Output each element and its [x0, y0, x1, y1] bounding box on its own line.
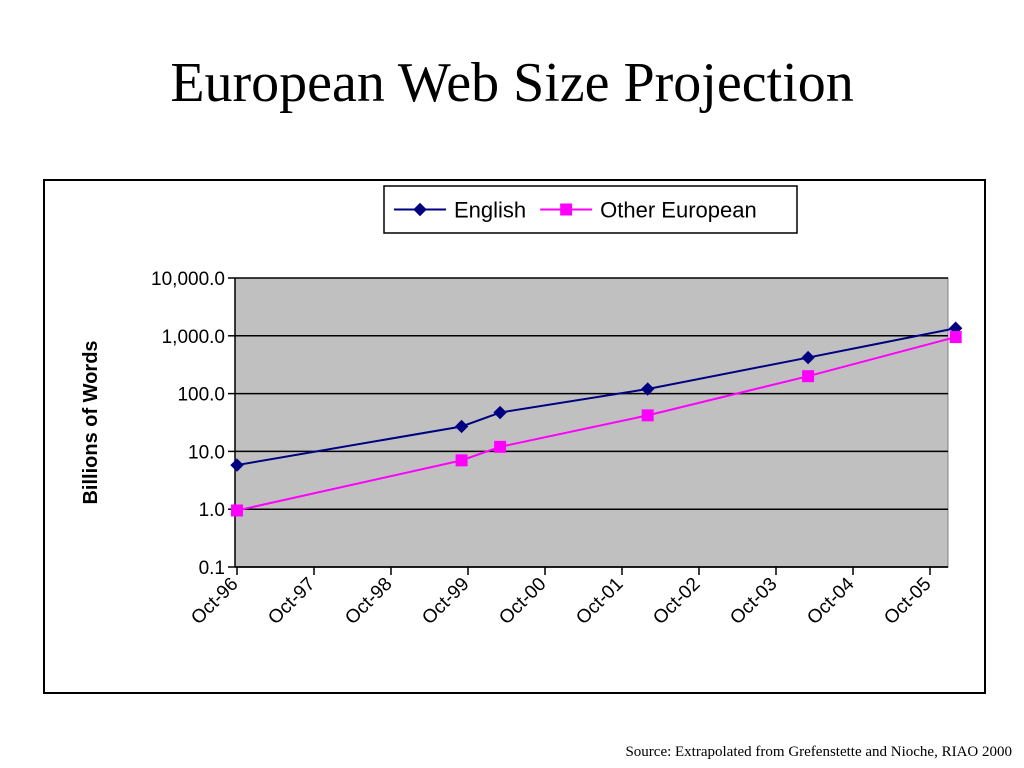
data-point [493, 405, 507, 420]
data-point [454, 419, 469, 434]
legend-label: Other European [600, 198, 757, 223]
x-tick-label: Oct-03 [726, 574, 781, 629]
data-point [413, 202, 427, 217]
plot-area [234, 277, 949, 568]
x-tick-label: Oct-00 [495, 574, 550, 629]
legend: English Other European [383, 185, 798, 234]
data-point [494, 440, 507, 453]
x-tick-label: Oct-05 [880, 574, 935, 629]
x-tick-label: Oct-96 [187, 574, 242, 629]
series-line [236, 327, 956, 467]
x-tick-label: Oct-97 [264, 574, 319, 629]
x-tick-label: Oct-02 [649, 574, 704, 629]
legend-label: English [454, 198, 526, 223]
legend-entry: Other European [540, 198, 757, 223]
y-tick-label: 1,000.0 [162, 327, 225, 348]
y-tick-label: 10.0 [188, 442, 225, 463]
series-line [236, 336, 956, 512]
x-tick-label: Oct-04 [803, 573, 858, 628]
series-english [230, 321, 963, 472]
source-note: Source: Extrapolated from Grefenstette a… [625, 744, 1012, 760]
x-tick-label: Oct-98 [341, 574, 396, 629]
data-point [640, 382, 655, 396]
chart-frame: 10,000.0 1,000.0 100.0 10.0 1.0 0.1 Oct-96 Oct-… [43, 179, 986, 694]
plot-background [234, 277, 949, 568]
y-tick-label: 10,000.0 [151, 269, 225, 290]
y-tick-label: 1.0 [199, 500, 225, 521]
series-layer [230, 321, 963, 517]
data-point [949, 331, 962, 344]
data-point [641, 409, 654, 422]
data-point [231, 504, 243, 517]
data-point [560, 203, 573, 216]
y-axis-title: Billions of Words [80, 340, 102, 504]
data-point [230, 458, 244, 472]
x-tick-label: Oct-99 [418, 574, 473, 629]
data-point [455, 454, 468, 467]
y-tick-label: 100.0 [177, 385, 225, 406]
slide-title: European Web Size Projection [170, 52, 854, 114]
legend-entry: English [394, 198, 526, 223]
series-other-european [231, 331, 962, 517]
data-point [802, 370, 815, 383]
x-tick-label: Oct-01 [572, 574, 627, 629]
y-tick-label: 0.1 [199, 558, 225, 579]
data-point [801, 350, 815, 365]
